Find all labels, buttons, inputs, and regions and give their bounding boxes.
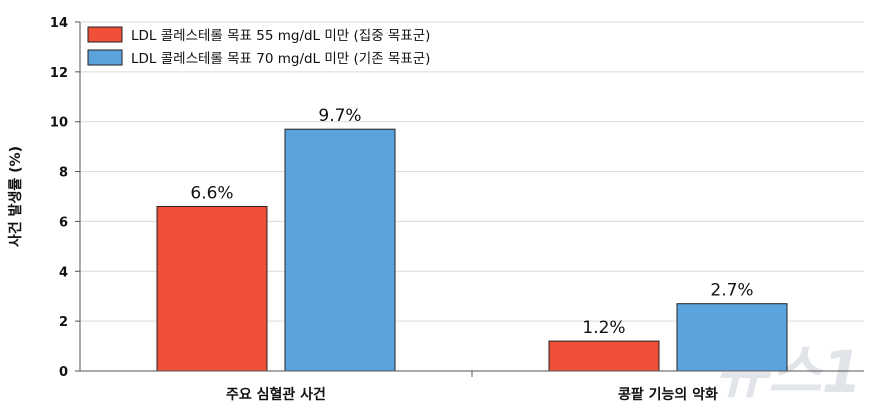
x-category-label: 콩팥 기능의 악화: [618, 386, 718, 403]
legend-label-1: LDL 콜레스테롤 목표 55 mg/dL 미만 (집중 목표군): [131, 28, 430, 44]
legend: LDL 콜레스테롤 목표 55 mg/dL 미만 (집중 목표군) LDL 콜레스…: [87, 26, 430, 67]
legend-swatch-1: [87, 26, 123, 43]
bar-1-2: [548, 340, 660, 372]
y-tick-label: 4: [59, 265, 68, 280]
bars: [156, 128, 788, 372]
y-tick-label: 0: [59, 365, 68, 380]
x-category-label: 주요 심혈관 사건: [226, 386, 326, 403]
bar-2-1: [284, 128, 396, 372]
y-axis-title: 사건 발생률 (%): [7, 146, 24, 247]
data-label: 2.7%: [710, 281, 753, 301]
y-tick-label: 2: [59, 315, 68, 330]
data-label: 6.6%: [190, 183, 233, 203]
legend-swatch-2: [87, 49, 123, 66]
data-label: 1.2%: [582, 318, 625, 338]
y-tick-label: 12: [50, 66, 68, 81]
y-tick-label: 8: [59, 166, 68, 181]
data-labels: 6.6% 9.7% 1.2% 2.7%: [190, 106, 753, 338]
y-tick-label: 10: [50, 116, 68, 131]
y-tick-label: 6: [59, 215, 68, 230]
data-label: 9.7%: [318, 106, 361, 126]
bar-1-1: [156, 205, 268, 372]
axes: 0 2 4 6 8 10 12 14 사건 발생률 (%) 주요 심혈관 사건 콩팥 기능의 악화: [7, 16, 864, 403]
legend-label-2: LDL 콜레스테롤 목표 70 mg/dL 미만 (기존 목표군): [131, 51, 430, 67]
y-tick-label: 14: [50, 16, 68, 31]
bar-2-2: [676, 303, 788, 372]
